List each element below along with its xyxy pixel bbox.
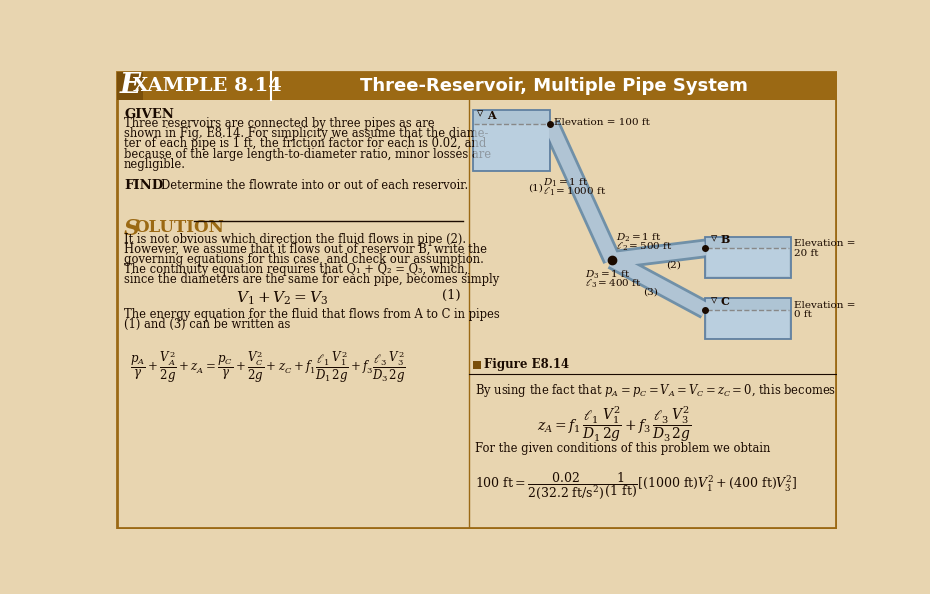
Text: $\dfrac{p_A}{\gamma} + \dfrac{V_A^2}{2g} + z_A = \dfrac{p_C}{\gamma} + \dfrac{V_: $\dfrac{p_A}{\gamma} + \dfrac{V_A^2}{2g}…	[130, 349, 406, 385]
Text: OLUTION: OLUTION	[134, 219, 224, 236]
Text: $D_1 = 1\ \mathrm{ft}$: $D_1 = 1\ \mathrm{ft}$	[542, 176, 589, 189]
Text: FIND: FIND	[124, 179, 164, 192]
Text: Three-Reservoir, Multiple Pipe System: Three-Reservoir, Multiple Pipe System	[360, 77, 748, 95]
Text: $V_1 + V_2 = V_3$: $V_1 + V_2 = V_3$	[236, 289, 329, 307]
Text: A: A	[486, 109, 496, 121]
Text: C: C	[721, 296, 730, 307]
Text: Three reservoirs are connected by three pipes as are: Three reservoirs are connected by three …	[124, 118, 434, 131]
Text: $D_2 = 1\ \mathrm{ft}$: $D_2 = 1\ \mathrm{ft}$	[616, 231, 662, 244]
Text: $D_3 = 1\ \mathrm{ft}$: $D_3 = 1\ \mathrm{ft}$	[585, 268, 631, 281]
Text: The energy equation for the fluid that flows from A to C in pipes: The energy equation for the fluid that f…	[124, 308, 499, 321]
Text: ter of each pipe is 1 ft, the friction factor for each is 0.02, and: ter of each pipe is 1 ft, the friction f…	[124, 137, 486, 150]
Bar	[472, 361, 481, 368]
Text: S: S	[124, 217, 140, 239]
Bar	[472, 110, 551, 172]
Text: negligible.: negligible.	[124, 157, 186, 170]
Bar	[474, 124, 549, 170]
Text: Elevation =: Elevation =	[794, 239, 856, 248]
Text: GIVEN: GIVEN	[124, 108, 174, 121]
Text: (3): (3)	[644, 287, 658, 296]
Text: governing equations for this case, and check our assumption.: governing equations for this case, and c…	[124, 253, 484, 266]
Bar	[707, 310, 789, 338]
Text: $\ell_3 = 400\ \mathrm{ft}$: $\ell_3 = 400\ \mathrm{ft}$	[585, 277, 642, 290]
Text: However, we assume that it flows out of reservoir B, write the: However, we assume that it flows out of …	[124, 243, 487, 256]
Bar	[705, 298, 790, 339]
Text: By using the fact that $p_A = p_C = V_A = V_C = z_C = 0$, this becomes: By using the fact that $p_A = p_C = V_A …	[475, 383, 836, 399]
Text: (1): (1)	[528, 184, 543, 193]
Bar	[707, 248, 789, 276]
Text: $\ell_1 = 1000\ \mathrm{ft}$: $\ell_1 = 1000\ \mathrm{ft}$	[542, 186, 605, 198]
Text: because of the large length-to-diameter ratio, minor losses are: because of the large length-to-diameter …	[124, 147, 491, 160]
Text: E: E	[120, 72, 140, 99]
Text: $\triangledown$: $\triangledown$	[476, 108, 485, 121]
Text: (1) and (3) can be written as: (1) and (3) can be written as	[124, 318, 290, 331]
Text: 20 ft: 20 ft	[794, 248, 819, 258]
Bar	[117, 72, 143, 100]
Text: Elevation = 100 ft: Elevation = 100 ft	[554, 118, 650, 127]
Text: 0 ft: 0 ft	[794, 310, 812, 319]
Text: It is not obvious which direction the fluid flows in pipe (2).: It is not obvious which direction the fl…	[124, 233, 466, 246]
Text: $\triangledown$: $\triangledown$	[710, 294, 718, 307]
Bar	[705, 237, 790, 277]
Text: XAMPLE 8.14: XAMPLE 8.14	[133, 77, 282, 95]
Text: since the diameters are the same for each pipe, becomes simply: since the diameters are the same for eac…	[124, 273, 499, 286]
Text: $\ell_2 = 500\ \mathrm{ft}$: $\ell_2 = 500\ \mathrm{ft}$	[616, 241, 672, 253]
Text: $z_A = f_1\,\dfrac{\ell_1}{D_1}\dfrac{V_1^2}{2g} + f_3\,\dfrac{\ell_3}{D_3}\dfra: $z_A = f_1\,\dfrac{\ell_1}{D_1}\dfrac{V_…	[537, 404, 692, 444]
Bar	[117, 72, 836, 100]
Text: The continuity equation requires that Q₁ + Q₂ = Q₃, which,: The continuity equation requires that Q₁…	[124, 263, 468, 276]
Text: Elevation =: Elevation =	[794, 301, 856, 310]
Text: (1): (1)	[442, 289, 460, 302]
Text: (2): (2)	[667, 261, 682, 270]
Text: Figure E8.14: Figure E8.14	[485, 358, 569, 371]
Text: B: B	[721, 234, 730, 245]
Text: $\triangledown$: $\triangledown$	[710, 232, 718, 245]
Text: Determine the flowrate into or out of each reservoir.: Determine the flowrate into or out of ea…	[161, 179, 469, 192]
Text: For the given conditions of this problem we obtain: For the given conditions of this problem…	[475, 443, 770, 456]
Text: $100\ \mathrm{ft} = \dfrac{0.02}{2(32.2\ \mathrm{ft/s^2})} \dfrac{1}{(1\ \mathrm: $100\ \mathrm{ft} = \dfrac{0.02}{2(32.2\…	[475, 470, 798, 501]
Text: shown in Fig. E8.14. For simplicity we assume that the diame-: shown in Fig. E8.14. For simplicity we a…	[124, 128, 488, 141]
